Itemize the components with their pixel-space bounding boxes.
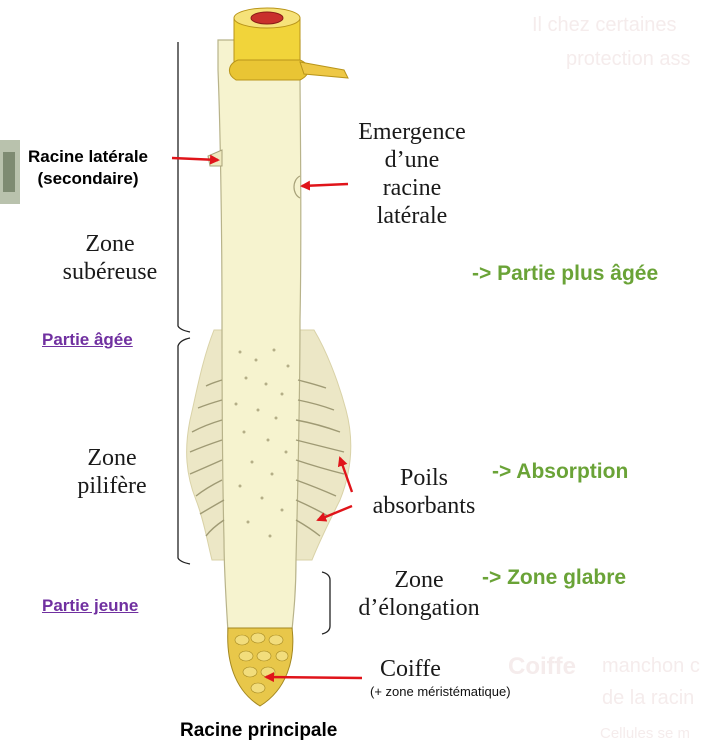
arrow-emergence xyxy=(300,180,349,191)
label-emergence-line1: Emergence xyxy=(358,119,466,145)
ghost-text-bottom-3: Cellules se m xyxy=(600,725,691,742)
label-partie-jeune: Partie jeune xyxy=(42,596,139,615)
arrow-lateral-root xyxy=(171,154,220,165)
label-zone-subereuse-line2: subéreuse xyxy=(62,259,158,285)
annotation-partie-plus-agee: -> Partie plus âgée xyxy=(472,262,659,285)
root-body xyxy=(217,39,302,633)
label-emergence-line3: racine xyxy=(382,175,442,201)
label-elongation-line2: d’élongation xyxy=(358,595,480,621)
label-coiffe: Coiffe xyxy=(380,656,441,682)
label-lateral-root-line1: Racine latérale xyxy=(27,147,148,166)
arrow-poils-2 xyxy=(316,504,353,522)
label-poils-line1: Poils xyxy=(399,465,449,491)
ghost-text-top-2: protection ass xyxy=(566,48,691,70)
label-poils-absorbants: Poils absorbants xyxy=(356,464,492,520)
label-emergence: Emergence d’une racine latérale xyxy=(330,118,494,230)
ghost-text-bottom-1: manchon c xyxy=(602,655,700,677)
root-cap xyxy=(227,627,294,707)
label-zone-subereuse: Zone subéreuse xyxy=(40,230,180,286)
annotation-absorption: -> Absorption xyxy=(492,460,629,483)
arrow-poils-1 xyxy=(337,456,354,493)
label-zone-subereuse-line1: Zone xyxy=(85,231,135,257)
label-lateral-root: Racine latérale (secondaire) xyxy=(4,146,172,190)
label-zone-pilifere-line2: pilifère xyxy=(77,473,147,499)
label-elongation-line1: Zone xyxy=(394,567,444,593)
label-elongation: Zone d’élongation xyxy=(342,566,496,622)
ghost-text-bottom-2: de la racin xyxy=(602,687,695,709)
bracket-zone-subereuse xyxy=(177,42,191,333)
emergence-bump xyxy=(293,175,301,199)
root-hair-dots xyxy=(234,348,290,538)
label-emergence-line4: latérale xyxy=(376,203,448,229)
arrow-coiffe xyxy=(264,672,363,683)
bracket-zone-pilifere xyxy=(177,337,191,565)
caption-racine-principale: Racine principale xyxy=(180,720,338,741)
ghost-text-bottom-title: Coiffe xyxy=(508,653,576,680)
label-zone-pilifere-line1: Zone xyxy=(87,445,137,471)
label-partie-agee: Partie âgée xyxy=(42,330,133,349)
root-cap-cells xyxy=(234,632,289,694)
bracket-elongation xyxy=(321,571,331,635)
label-emergence-line2: d’une xyxy=(384,147,440,173)
label-coiffe-note: (+ zone méristématique) xyxy=(370,684,511,699)
label-poils-line2: absorbants xyxy=(372,493,476,519)
ghost-text-top-1: Il chez certaines xyxy=(532,14,677,36)
lateral-root-stub xyxy=(207,149,223,167)
root-hairs xyxy=(189,379,345,537)
root-cut-top xyxy=(229,7,349,81)
annotation-zone-glabre: -> Zone glabre xyxy=(482,566,627,589)
label-zone-pilifere: Zone pilifère xyxy=(50,444,174,500)
label-lateral-root-line2: (secondaire) xyxy=(37,169,139,188)
